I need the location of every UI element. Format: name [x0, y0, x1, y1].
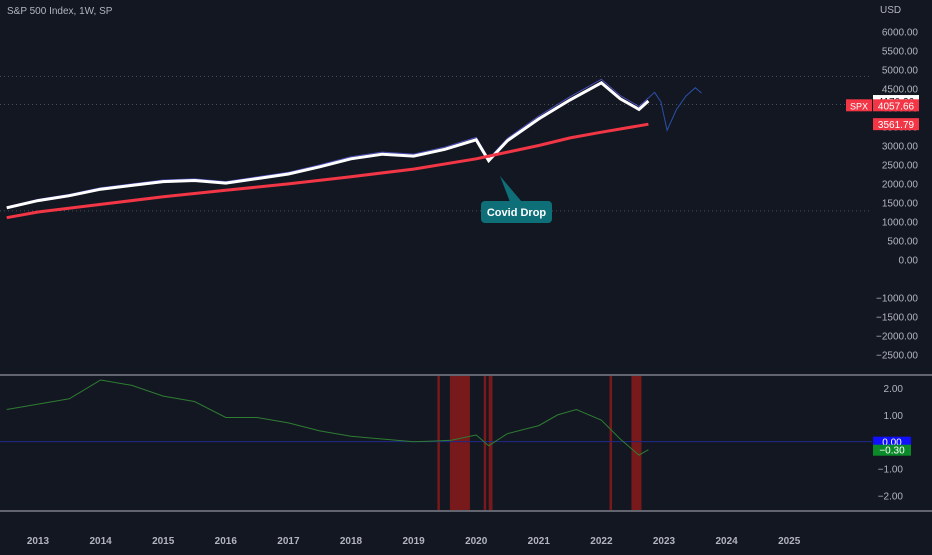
time-axis-label: 2015 — [152, 536, 175, 547]
projection-line[interactable] — [648, 87, 702, 132]
time-axis-label: 2019 — [402, 536, 425, 547]
currency-label: USD — [880, 5, 901, 16]
price-tick-label: 0.00 — [899, 256, 919, 267]
oscillator-tick-label: 2.00 — [884, 384, 904, 395]
price-tick-label: −1000.00 — [876, 294, 918, 305]
price-tick-label: −1500.00 — [876, 313, 918, 324]
price-tick-label: 500.00 — [887, 237, 918, 248]
price-tick-label: 1000.00 — [882, 218, 919, 229]
price-tick-label: 1500.00 — [882, 199, 919, 210]
oscillator-tick-label: −1.00 — [878, 464, 904, 475]
oscillator-line[interactable] — [6, 379, 649, 456]
time-axis-label: 2021 — [528, 536, 551, 547]
time-axis-label: 2022 — [590, 536, 613, 547]
time-axis-label: 2024 — [715, 536, 738, 547]
price-badge-label: 4057.66 — [878, 101, 915, 112]
oscillator-badge — [873, 444, 911, 456]
price-tick-label: 4500.00 — [882, 85, 919, 96]
price-tick-label: −2500.00 — [876, 351, 918, 362]
oscillator-badge-label: −0.30 — [879, 446, 905, 457]
oscillator-tick-label: 1.00 — [884, 411, 904, 422]
oscillator-highlight-band — [488, 376, 493, 510]
covid-drop-callout[interactable]: Covid Drop — [481, 176, 552, 223]
oscillator-highlight-band — [449, 376, 470, 510]
price-tick-label: 5500.00 — [882, 47, 919, 58]
oscillator-badge — [873, 436, 911, 448]
time-axis: 2013 2014 2015 2016 2017 2018 2019 2020 2021 2022… — [27, 536, 801, 547]
price-badge — [873, 99, 919, 112]
long-moving-average[interactable] — [6, 122, 649, 220]
price-badge — [873, 118, 919, 131]
time-axis-label: 2018 — [340, 536, 363, 547]
oscillator-highlight-band — [609, 376, 613, 510]
price-tick-label: 3000.00 — [882, 142, 919, 153]
time-axis-label: 2023 — [653, 536, 676, 547]
spx-badge-label: SPX — [850, 101, 868, 111]
callout-label: Covid Drop — [487, 207, 547, 219]
price-axis: 6000.005500.005000.004500.004000.003500.… — [876, 28, 918, 362]
chart-title: S&P 500 Index, 1W, SP — [7, 6, 113, 17]
oscillator-highlight-band — [437, 376, 440, 510]
callout-box[interactable] — [481, 201, 552, 223]
price-tick-label: 2000.00 — [882, 180, 919, 191]
time-axis-label: 2020 — [465, 536, 488, 547]
time-axis-label: 2013 — [27, 536, 50, 547]
time-axis-label: 2014 — [89, 536, 112, 547]
oscillator-tick-label: −2.00 — [878, 491, 904, 502]
price-grid — [0, 75, 872, 212]
oscillator-axis: 2.00 1.00 −1.00 −2.00 — [878, 384, 904, 502]
price-tick-label: −2000.00 — [876, 332, 918, 343]
price-tick-label: 5000.00 — [882, 66, 919, 77]
series-layer — [6, 78, 702, 456]
price-line[interactable] — [6, 80, 650, 210]
oscillator-highlight-band — [631, 376, 642, 510]
time-axis-label: 2025 — [778, 536, 801, 547]
time-axis-label: 2016 — [215, 536, 238, 547]
price-tick-label: 6000.00 — [882, 28, 919, 39]
callout-pointer — [500, 176, 522, 202]
spx-badge — [846, 99, 872, 112]
price-tick-label: 2500.00 — [882, 161, 919, 172]
oscillator-badge-label: 0.00 — [882, 438, 902, 449]
price-badge-label: 3561.79 — [878, 120, 915, 131]
time-axis-label: 2017 — [277, 536, 300, 547]
